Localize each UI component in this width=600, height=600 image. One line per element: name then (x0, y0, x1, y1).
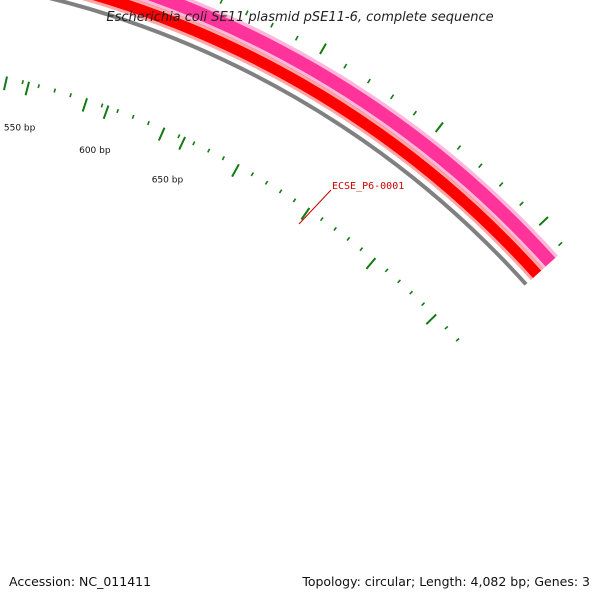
tick-label: 550 bp (4, 123, 36, 133)
inner-minor-tick (319, 217, 324, 222)
inner-minor-tick (192, 141, 196, 146)
inner-minor-tick (421, 302, 426, 307)
inner-minor-tick (264, 180, 269, 185)
inner-minor-tick (116, 108, 120, 114)
labelled-major-tick (102, 105, 110, 120)
inner-major-tick (157, 127, 166, 141)
gene-label-leader (298, 189, 332, 225)
outer-minor-tick (478, 163, 483, 169)
inner-tick-marks (3, 76, 460, 342)
backbone-ring (48, 0, 528, 286)
inner-minor-tick (69, 93, 72, 98)
inner-minor-tick (221, 156, 226, 161)
outer-minor-tick (294, 35, 299, 41)
inner-minor-tick (444, 325, 449, 330)
inner-major-tick (425, 313, 437, 325)
map-title: Escherichia coli SE11 plasmid pSE11-6, c… (106, 10, 494, 25)
inner-minor-tick (177, 134, 181, 139)
outer-minor-tick (519, 201, 524, 207)
inner-minor-tick (146, 120, 150, 126)
inner-major-tick (81, 97, 88, 112)
inner-major-tick (365, 257, 377, 270)
accession-text: Accession: NC_011411 (9, 574, 152, 589)
outer-minor-tick (498, 182, 504, 187)
tick-label: 650 bp (152, 176, 184, 186)
labelled-major-tick (24, 81, 30, 96)
plasmid-rings (48, 0, 558, 286)
inner-minor-tick (37, 84, 40, 89)
inner-minor-tick (53, 88, 57, 93)
inner-major-tick (3, 76, 8, 91)
inner-major-tick (231, 163, 240, 178)
outer-major-tick (319, 43, 327, 55)
inner-minor-tick (333, 226, 337, 231)
inner-minor-tick (346, 236, 351, 241)
gene-annotation: ECSE_P6-0001 (298, 181, 404, 225)
outer-minor-tick (366, 78, 371, 84)
outer-minor-tick (219, 0, 223, 4)
gene-ring (92, 0, 542, 278)
outer-minor-tick (270, 22, 274, 28)
outer-major-tick (538, 216, 549, 227)
inner-minor-tick (250, 172, 254, 177)
outer-major-tick (434, 121, 444, 133)
inner-minor-tick (384, 268, 389, 273)
outer-minor-tick (456, 145, 462, 151)
inner-minor-tick (397, 279, 401, 284)
inner-minor-tick (409, 290, 414, 295)
outer-feature-ring (147, 0, 556, 267)
topology-summary: Topology: circular; Length: 4,082 bp; Ge… (302, 574, 590, 589)
inner-minor-tick (359, 247, 364, 252)
inner-minor-tick (100, 103, 104, 108)
inner-minor-tick (207, 148, 211, 153)
outer-minor-tick (343, 63, 348, 69)
inner-minor-tick (131, 114, 135, 119)
outer-minor-tick (412, 110, 418, 116)
labelled-major-tick (178, 136, 187, 151)
gene-label[interactable]: ECSE_P6-0001 (332, 181, 404, 192)
inner-minor-tick (455, 337, 460, 342)
inner-major-tick (300, 207, 311, 221)
outer-minor-tick (557, 241, 563, 247)
outer-tick-marks (219, 0, 563, 247)
inner-minor-tick (292, 198, 297, 203)
outer-minor-tick (245, 10, 249, 16)
inner-minor-tick (278, 189, 283, 194)
tick-label: 600 bp (79, 146, 111, 156)
outer-minor-tick (390, 94, 395, 100)
inner-minor-tick (21, 80, 24, 85)
